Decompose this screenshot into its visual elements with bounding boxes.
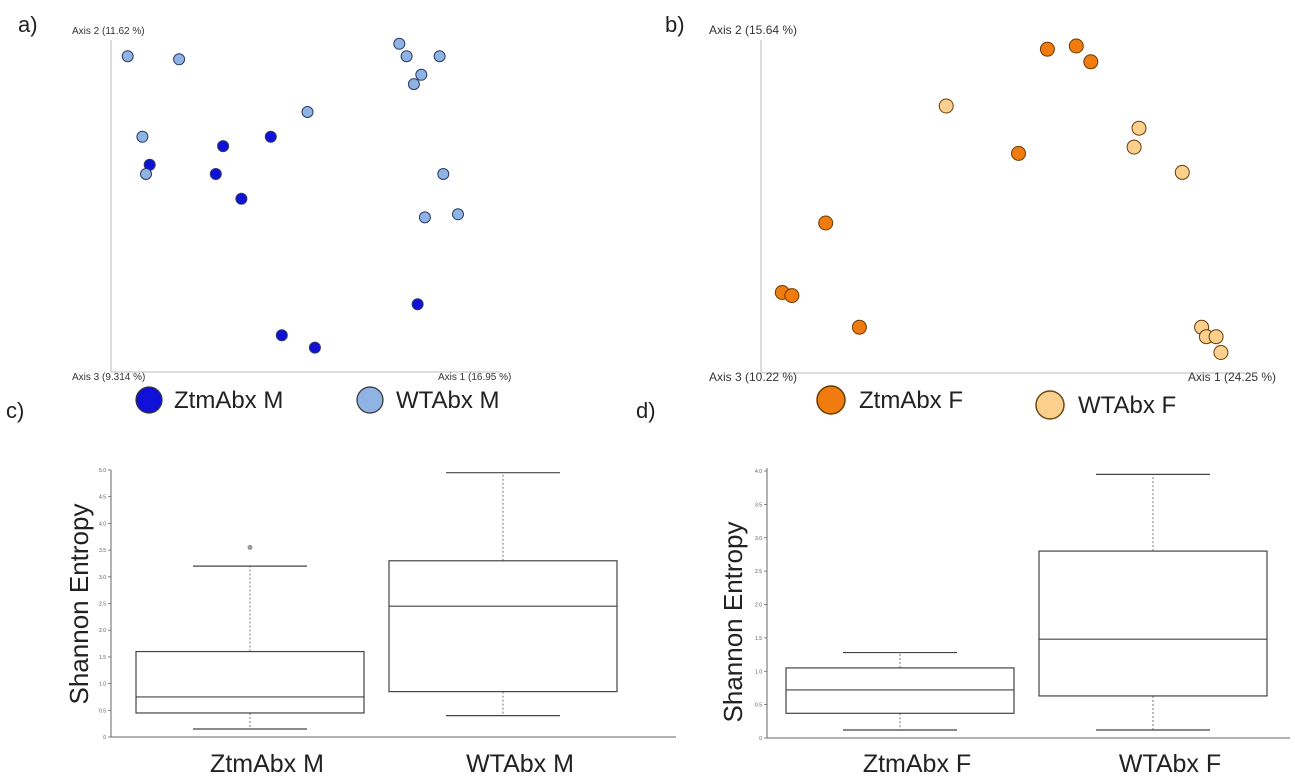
- boxplot-d-ylabel: Shannon Entropy: [718, 522, 748, 723]
- boxplot-d-wt-category-label: WTAbx F: [1119, 750, 1221, 776]
- scatter-b-point-wt-1: [1131, 120, 1147, 136]
- scatter-a-point-wt-3: [140, 168, 152, 180]
- legend-b-label-wt: WTAbx F: [1078, 392, 1176, 419]
- scatter-b: Axis 2 (15.64 %) Axis 3 (10.22 %) Axis 1…: [709, 23, 1276, 420]
- scatter-a-point-wt-5: [393, 37, 406, 50]
- boxplot-d-ytick-label-7: 3.5: [755, 502, 762, 508]
- scatter-a-point-wt-7: [407, 78, 420, 91]
- legend-b: ZtmAbx F WTAbx F: [816, 385, 1176, 420]
- scatter-a-point-ztm-1: [217, 140, 230, 153]
- scatter-a: Axis 2 (11.62 %) Axis 3 (9.314 %) Axis 1…: [72, 26, 511, 414]
- legend-b-swatch-wt: [1035, 390, 1065, 420]
- scatter-b-point-ztm-4: [818, 215, 834, 231]
- boxplot-d: Shannon Entropy 0 0.5 1.0 1.5 2.0 2.5 3.0 3.5 4.…: [718, 468, 1290, 776]
- boxplot-c-ztm-box: [135, 650, 365, 714]
- panel-letter-b: b): [665, 12, 685, 37]
- boxplot-c-wt-category-label: WTAbx M: [466, 750, 574, 776]
- scatter-b-point-ztm-1: [1068, 38, 1084, 54]
- scatter-a-point-ztm-4: [235, 192, 248, 205]
- scatter-a-point-wt-10: [437, 168, 450, 180]
- boxplot-c-ytick-label-0: 0: [103, 735, 106, 741]
- scatter-b-axis1-label: Axis 1 (24.25 %): [1188, 370, 1276, 384]
- panel-letter-a: a): [18, 12, 38, 37]
- boxplot-d-ytick-label-8: 4.0: [755, 469, 762, 475]
- boxplot-c-ytick-label-10: 5.0: [99, 468, 106, 474]
- scatter-a-axis3-label: Axis 3 (9.314 %): [72, 372, 145, 383]
- scatter-b-point-wt-2: [1126, 139, 1142, 155]
- legend-a: ZtmAbx M WTAbx M: [135, 386, 500, 414]
- boxplot-c-ytick-label-2: 1.0: [99, 682, 106, 688]
- scatter-b-point-wt-7: [1213, 345, 1229, 360]
- boxplot-c-ytick-label-1: 0.5: [99, 708, 106, 714]
- scatter-a-axis1-label: Axis 1 (16.95 %): [438, 372, 511, 383]
- scatter-b-point-ztm-3: [1011, 145, 1026, 161]
- scatter-a-point-ztm-3: [209, 168, 222, 180]
- legend-a-label-wt: WTAbx M: [396, 387, 500, 414]
- scatter-a-axis2-label: Axis 2 (11.62 %): [72, 26, 145, 37]
- boxplot-d-marks: 0 0.5 1.0 1.5 2.0 2.5 3.0 3.5 4.0 ZtmAbx F WTAbx F: [755, 469, 1268, 776]
- scatter-a-point-wt-12: [452, 208, 464, 221]
- boxplot-d-wt-box: [1038, 550, 1268, 697]
- boxplot-d-ytick-label-0: 0: [759, 736, 762, 742]
- panel-letter-c: c): [6, 398, 24, 423]
- boxplot-c-marks: 0 0.5 1.0 1.5 2.0 2.5 3.0 3.5 4.0 4.5 5.0 ZtmAbx M W…: [99, 468, 618, 776]
- scatter-b-point-wt-3: [1174, 164, 1190, 180]
- scatter-a-point-wt-1: [173, 53, 186, 66]
- scatter-a-point-ztm-2: [264, 130, 277, 143]
- scatter-a-point-wt-8: [415, 68, 428, 81]
- boxplot-d-ytick-label-5: 2.5: [755, 569, 762, 575]
- boxplot-c-ytick-label-8: 4.0: [99, 521, 106, 527]
- boxplot-c-ytick-label-7: 3.5: [99, 548, 106, 554]
- boxplot-d-ztm-box: [785, 667, 1015, 714]
- scatter-b-points: [774, 38, 1229, 360]
- scatter-b-point-ztm-6: [784, 288, 800, 304]
- scatter-a-points: [121, 37, 464, 354]
- boxplot-d-ytick-label-4: 2.0: [755, 603, 762, 609]
- scatter-a-point-wt-9: [433, 50, 446, 63]
- scatter-a-point-ztm-5: [275, 329, 288, 342]
- boxplot-c-ytick-label-3: 1.5: [99, 655, 106, 661]
- legend-a-label-ztm: ZtmAbx M: [174, 387, 283, 414]
- boxplot-c-wt-box: [388, 560, 618, 693]
- scatter-b-axis2-label: Axis 2 (15.64 %): [709, 23, 797, 37]
- boxplot-c-ytick-label-9: 4.5: [99, 495, 106, 501]
- scatter-b-point-wt-6: [1208, 329, 1224, 345]
- boxplot-d-ytick-label-3: 1.5: [755, 636, 762, 642]
- boxplot-c-ylabel: Shannon Entropy: [64, 504, 94, 705]
- scatter-a-point-ztm-6: [308, 341, 321, 354]
- boxplot-c: Shannon Entropy 0 0.5 1.0 1.5 2.0 2.5 3.0 3.5 4.…: [64, 468, 676, 776]
- boxplot-c-ytick-label-6: 3.0: [99, 575, 106, 581]
- scatter-b-axis3-label: Axis 3 (10.22 %): [709, 370, 797, 384]
- scatter-b-point-ztm-2: [1083, 54, 1099, 70]
- scatter-a-point-wt-4: [301, 106, 314, 118]
- scatter-a-point-wt-6: [400, 50, 413, 63]
- scatter-b-point-ztm-7: [851, 319, 867, 335]
- legend-a-swatch-wt: [356, 386, 384, 414]
- legend-b-label-ztm: ZtmAbx F: [859, 387, 963, 414]
- boxplot-c-ztm-category-label: ZtmAbx M: [210, 750, 324, 776]
- scatter-a-point-wt-0: [121, 50, 134, 63]
- boxplot-c-ztm-outlier-0: [247, 544, 253, 550]
- boxplot-d-ytick-label-1: 0.5: [755, 703, 762, 709]
- boxplot-c-ytick-label-5: 2.5: [99, 602, 106, 608]
- scatter-b-point-ztm-0: [1039, 41, 1055, 57]
- scatter-a-point-ztm-7: [411, 298, 424, 311]
- scatter-a-point-wt-11: [418, 211, 431, 224]
- panel-letter-d: d): [636, 398, 656, 423]
- boxplot-d-ytick-label-6: 3.0: [755, 536, 762, 542]
- boxplot-d-ytick-label-2: 1.0: [755, 669, 762, 675]
- scatter-b-point-wt-0: [938, 98, 954, 114]
- legend-a-swatch-ztm: [135, 386, 163, 414]
- scatter-a-point-wt-2: [136, 130, 149, 143]
- boxplot-d-ztm-category-label: ZtmAbx F: [863, 750, 971, 776]
- legend-b-swatch-ztm: [816, 385, 846, 415]
- boxplot-c-ytick-label-4: 2.0: [99, 628, 106, 634]
